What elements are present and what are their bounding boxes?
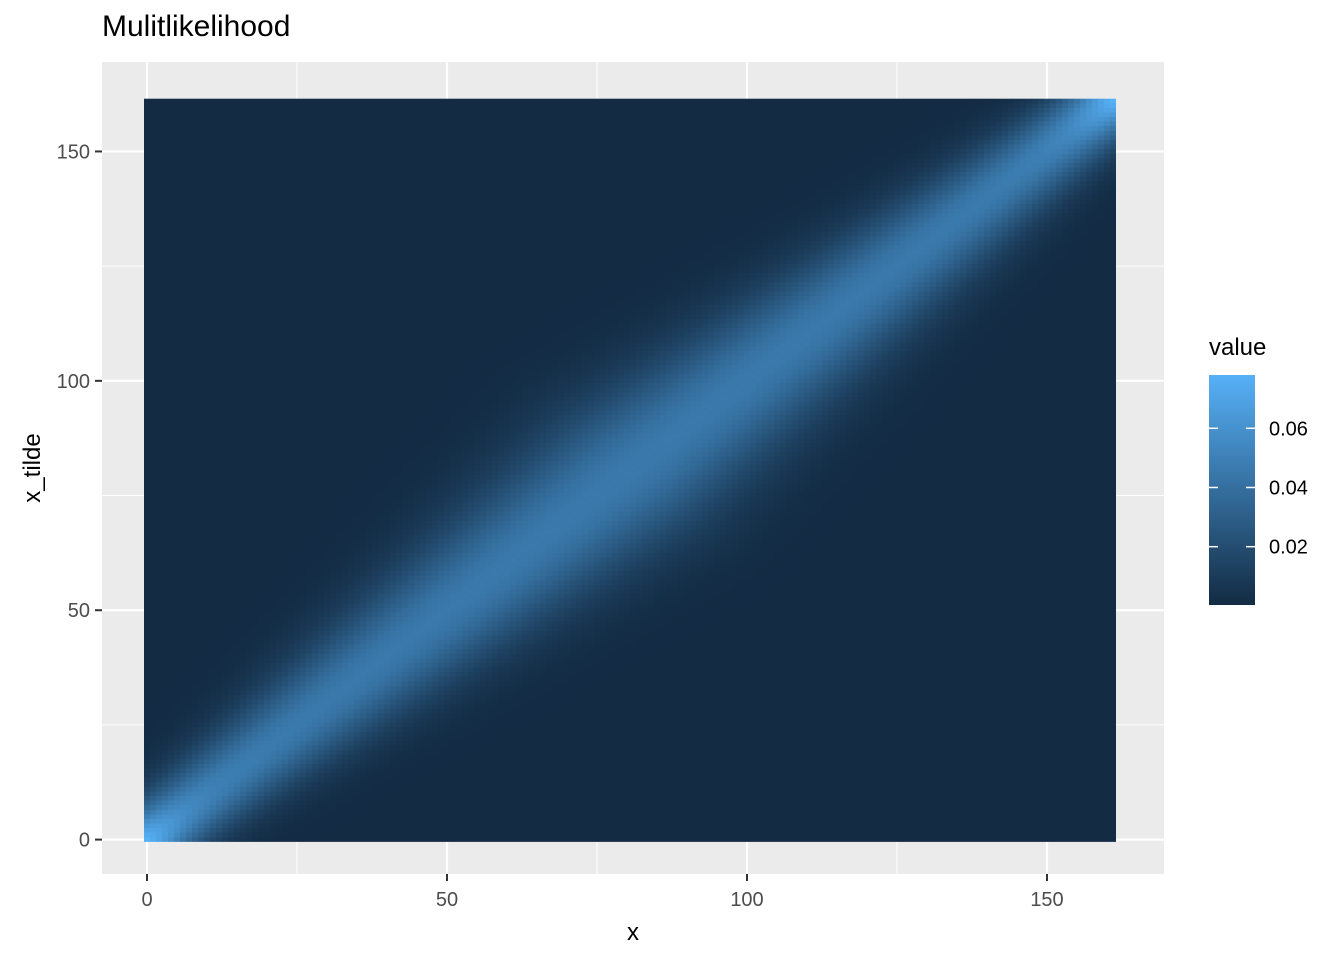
legend-ticks: 0.02 0.04 0.06 — [1209, 418, 1308, 559]
x-tick-label: 100 — [730, 889, 763, 911]
x-tick-label: 0 — [141, 889, 152, 911]
legend-break-label: 0.06 — [1269, 418, 1308, 440]
x-axis-title: x — [627, 919, 639, 946]
legend-break-label: 0.04 — [1269, 477, 1308, 499]
y-tick-label: 0 — [79, 830, 90, 852]
legend-title: value — [1209, 334, 1266, 361]
legend-colorbar — [1209, 375, 1255, 605]
legend-break-label: 0.02 — [1269, 537, 1308, 559]
x-axis: 0 50 100 150 — [141, 874, 1064, 911]
y-tick-label: 100 — [57, 371, 90, 393]
heatmap-tiles — [144, 98, 1116, 842]
y-tick-label: 150 — [57, 141, 90, 163]
y-axis: 0 50 100 150 — [57, 141, 102, 852]
x-tick-label: 150 — [1030, 889, 1063, 911]
chart-title: Mulitlikelihood — [102, 10, 291, 43]
x-tick-label: 50 — [436, 889, 458, 911]
y-tick-label: 50 — [68, 600, 90, 622]
y-axis-title: x_tilde — [19, 433, 46, 502]
